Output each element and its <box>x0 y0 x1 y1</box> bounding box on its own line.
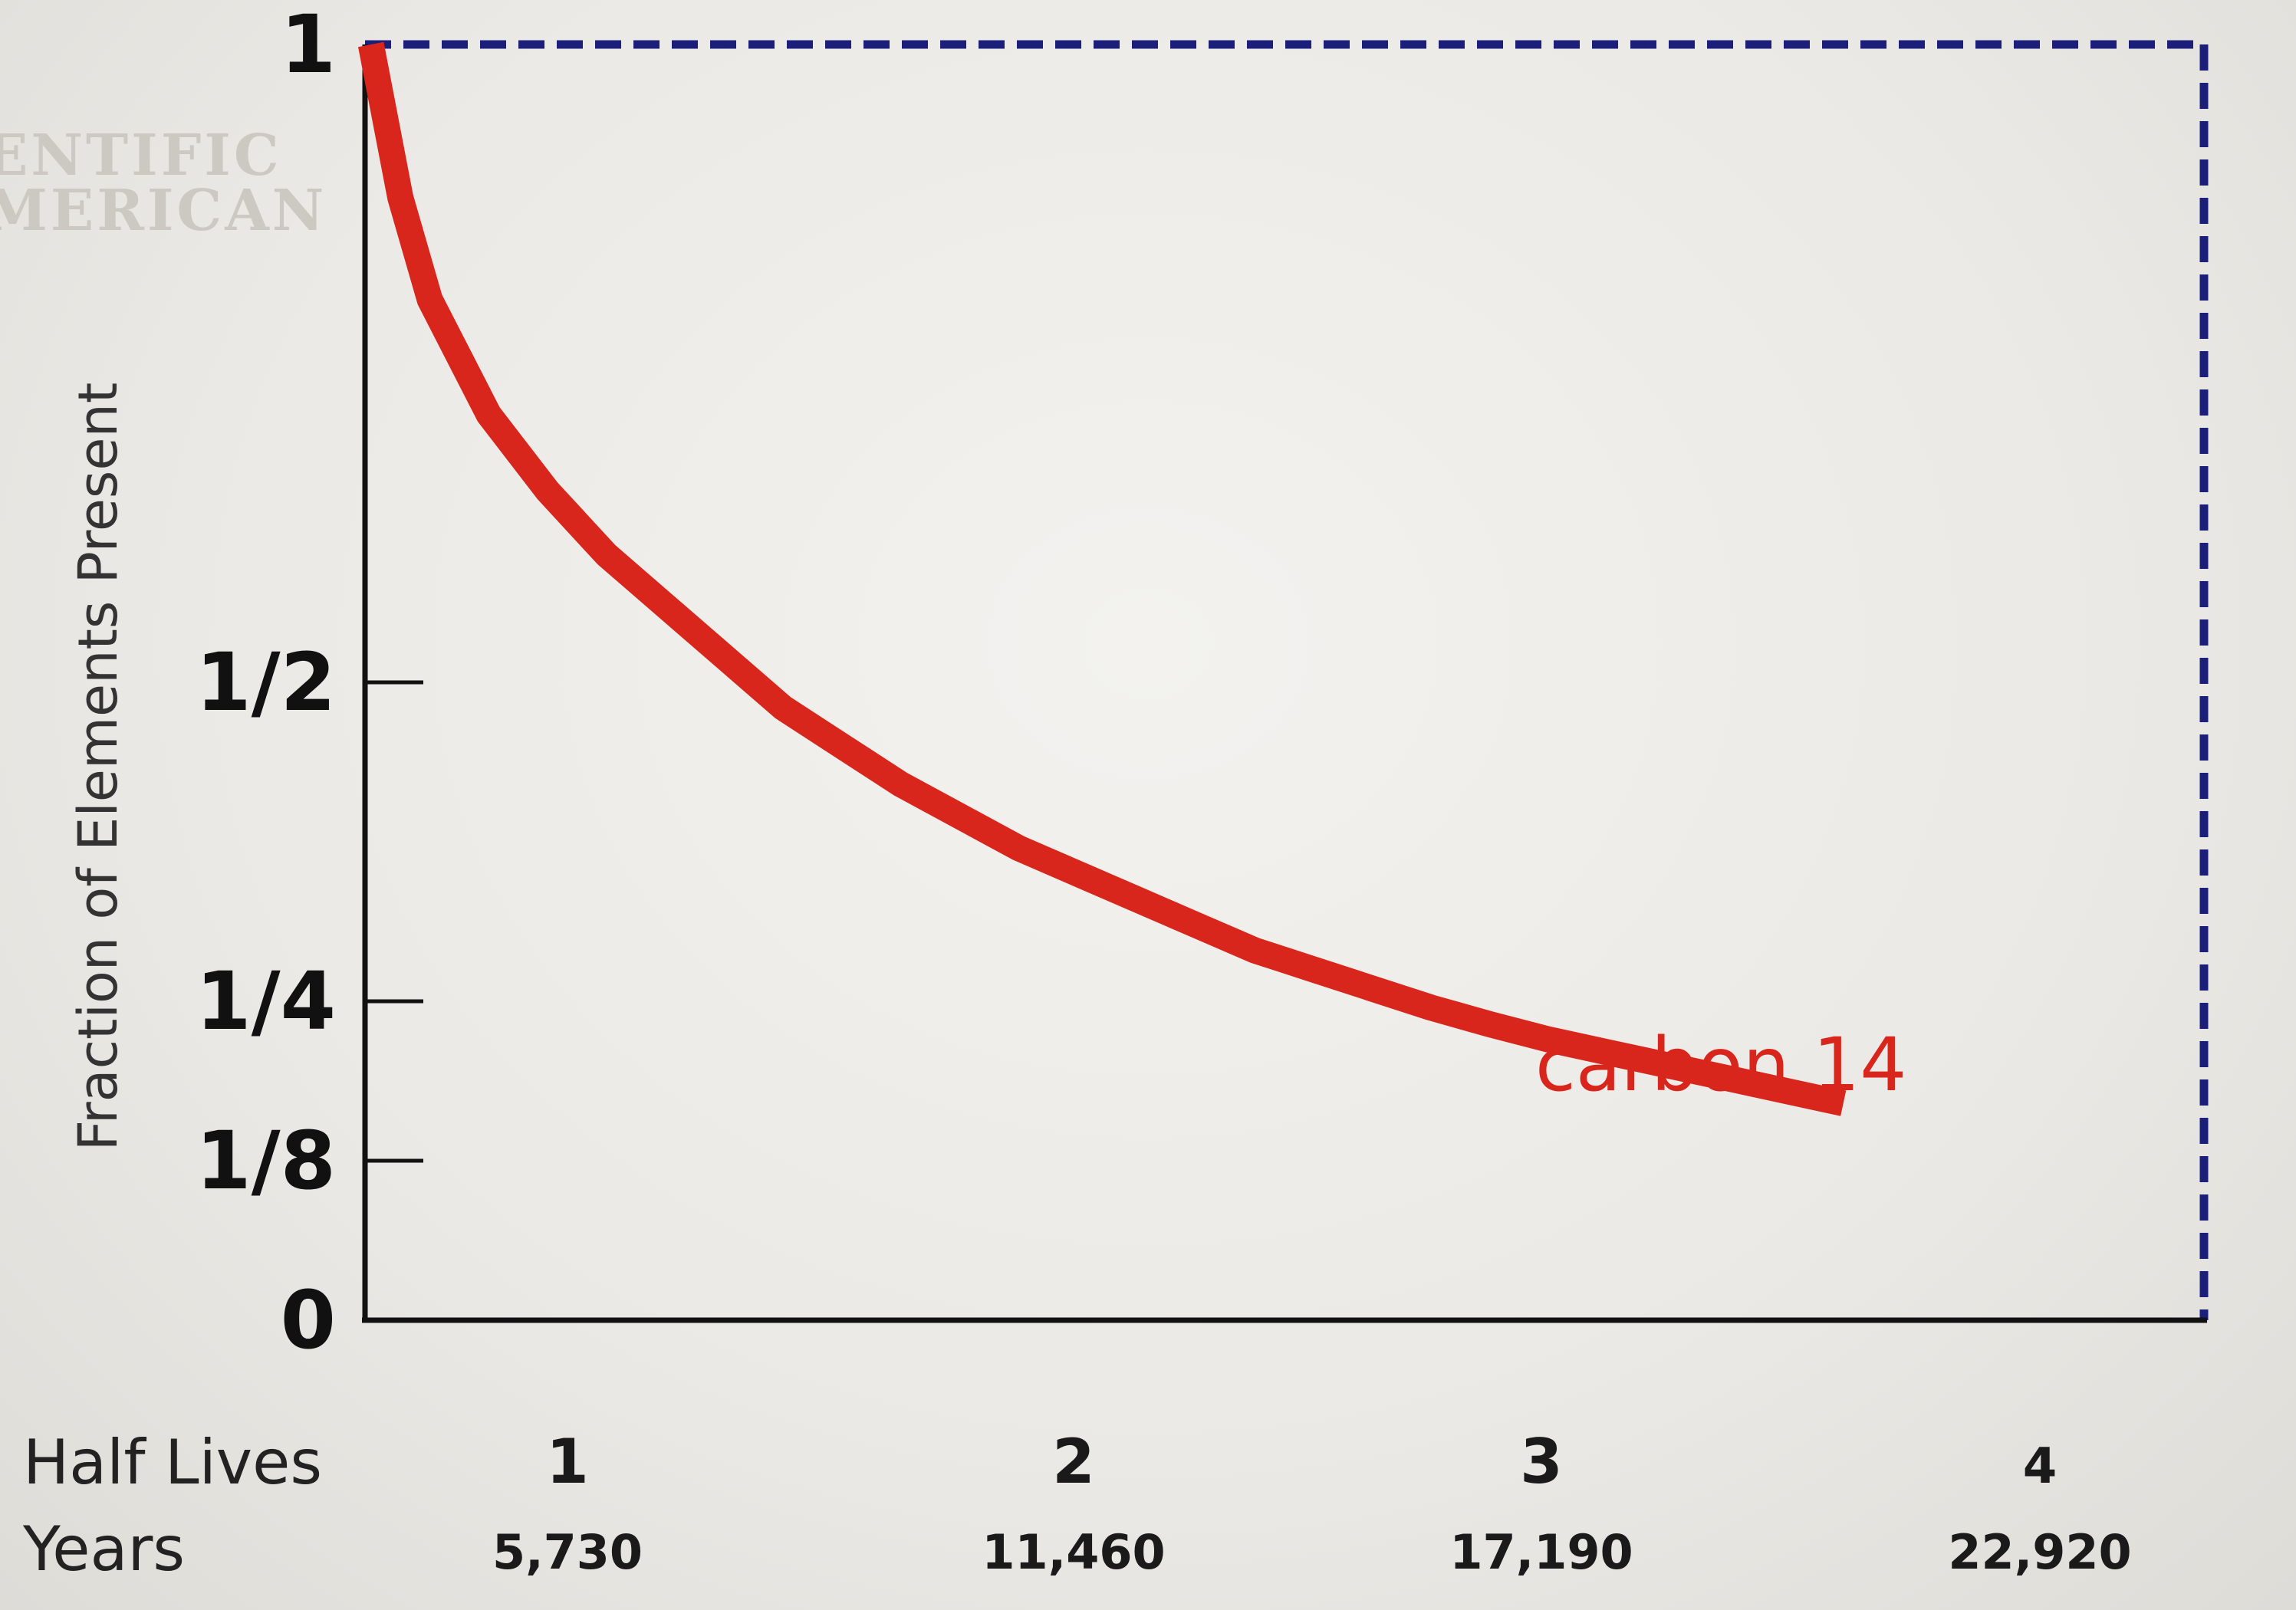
x-ticks: 1 5,730 2 11,460 3 17,190 4 22,920 <box>492 1426 2132 1580</box>
x-tick-label-years: 5,730 <box>492 1524 643 1580</box>
half-lives-row-label: Half Lives <box>23 1427 322 1498</box>
watermark-line-1: ENTIFIC <box>0 123 282 189</box>
series-line-carbon-14 <box>358 41 1847 1116</box>
y-tick-label: 0 <box>281 1273 336 1367</box>
x-tick-label-years: 11,460 <box>982 1524 1165 1580</box>
years-row-label: Years <box>22 1513 185 1585</box>
y-tick-label: 1 <box>281 0 336 91</box>
y-ticks: 1 1/2 1/4 1/8 0 <box>196 0 423 1367</box>
x-tick-label-half-lives: 2 <box>1052 1426 1095 1497</box>
x-tick-label-half-lives: 3 <box>1520 1426 1563 1497</box>
x-tick-label-years: 17,190 <box>1449 1524 1633 1580</box>
x-tick-label-half-lives: 4 <box>2023 1438 2058 1495</box>
x-tick-label-half-lives: 1 <box>546 1426 589 1497</box>
y-tick-label: 1/4 <box>196 955 336 1048</box>
watermark-line-2: MERICAN <box>0 178 327 244</box>
y-tick-label: 1/8 <box>196 1114 336 1208</box>
series-label-carbon-14: carbon 14 <box>1535 1022 1906 1108</box>
x-tick-label-years: 22,920 <box>1948 1524 2131 1580</box>
y-axis-title: Fraction of Elements Present <box>67 383 130 1152</box>
y-tick-label: 1/2 <box>196 636 336 729</box>
